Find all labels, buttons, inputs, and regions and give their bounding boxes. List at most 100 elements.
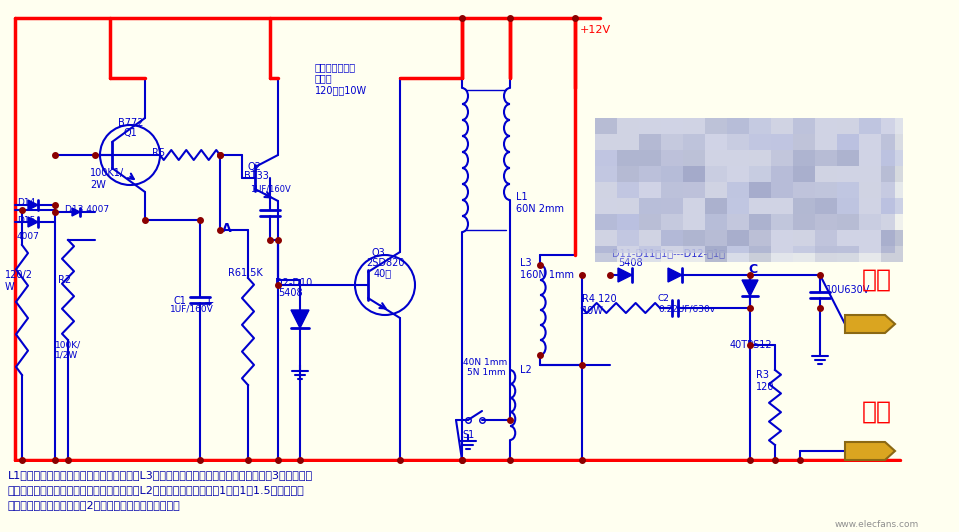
Text: C2
0.22UF/630v: C2 0.22UF/630v: [658, 294, 715, 313]
Text: www.elecfans.com: www.elecfans.com: [835, 520, 920, 529]
Bar: [859, 150, 881, 166]
Text: P2: P2: [853, 446, 871, 459]
Bar: [617, 198, 639, 214]
Bar: [793, 134, 815, 150]
Text: L1
60N 2mm: L1 60N 2mm: [516, 192, 564, 214]
Text: Q1: Q1: [123, 128, 137, 138]
Bar: [815, 246, 837, 262]
Text: 大都可以，一般取整层数，不一定取整倍数！L2反馈线圈，一般去初级1半的1到1.5倍，与变压: 大都可以，一般取整层数，不一定取整倍数！L2反馈线圈，一般去初级1半的1到1.5…: [8, 485, 305, 495]
Bar: [837, 246, 859, 262]
Bar: [771, 134, 793, 150]
Bar: [595, 150, 617, 166]
Bar: [793, 214, 815, 230]
Bar: [815, 150, 837, 166]
Text: 1UF/160V: 1UF/160V: [170, 305, 214, 314]
Bar: [749, 246, 771, 262]
Bar: [749, 118, 771, 134]
Polygon shape: [28, 217, 38, 227]
Text: 器的最外层，制作时可多留2个抽头，便于调试和高低档！: 器的最外层，制作时可多留2个抽头，便于调试和高低档！: [8, 500, 180, 510]
Bar: [639, 182, 661, 198]
Bar: [705, 150, 727, 166]
Bar: [749, 134, 771, 150]
Bar: [881, 166, 903, 182]
Bar: [859, 134, 881, 150]
Text: 5408: 5408: [278, 288, 303, 298]
Text: A: A: [222, 222, 232, 235]
Bar: [595, 198, 617, 214]
Text: C1: C1: [173, 296, 186, 306]
Bar: [793, 246, 815, 262]
Text: 40N 1mm: 40N 1mm: [463, 358, 507, 367]
Bar: [749, 166, 771, 182]
Bar: [771, 214, 793, 230]
Text: D14: D14: [17, 198, 35, 207]
Bar: [771, 150, 793, 166]
Bar: [881, 182, 903, 198]
Bar: [727, 166, 749, 182]
Bar: [859, 166, 881, 182]
Bar: [815, 182, 837, 198]
Bar: [683, 166, 705, 182]
Bar: [595, 230, 617, 246]
Bar: [595, 118, 617, 134]
Text: L1是变压器的初级，看变压器的功率而定，L3是变压器的次级就是高压部分，是初级的3倍，误差不: L1是变压器的初级，看变压器的功率而定，L3是变压器的次级就是高压部分，是初级的…: [8, 470, 314, 480]
Bar: [661, 166, 683, 182]
Bar: [837, 198, 859, 214]
Bar: [617, 246, 639, 262]
Text: 120/2
W: 120/2 W: [5, 270, 33, 292]
Bar: [617, 150, 639, 166]
Text: D2-D10: D2-D10: [275, 278, 313, 288]
Bar: [793, 118, 815, 134]
Text: S1: S1: [462, 430, 475, 440]
Bar: [617, 118, 639, 134]
Bar: [837, 134, 859, 150]
Bar: [793, 182, 815, 198]
Text: L3
160N 1mm: L3 160N 1mm: [520, 258, 574, 280]
Bar: [815, 134, 837, 150]
Bar: [661, 150, 683, 166]
Text: D11-D11（1）---D12-（1）: D11-D11（1）---D12-（1）: [612, 248, 725, 258]
Bar: [727, 134, 749, 150]
Bar: [749, 214, 771, 230]
Bar: [727, 182, 749, 198]
Bar: [881, 134, 903, 150]
Bar: [705, 134, 727, 150]
Bar: [881, 246, 903, 262]
Bar: [0, 462, 959, 532]
Bar: [771, 230, 793, 246]
Text: 网线: 网线: [862, 400, 892, 424]
Bar: [727, 118, 749, 134]
Bar: [859, 214, 881, 230]
Polygon shape: [668, 268, 682, 282]
Bar: [661, 198, 683, 214]
Bar: [661, 134, 683, 150]
Text: R5: R5: [152, 148, 165, 158]
Bar: [771, 198, 793, 214]
Bar: [859, 230, 881, 246]
Bar: [727, 230, 749, 246]
Bar: [771, 166, 793, 182]
Bar: [793, 166, 815, 182]
Bar: [815, 118, 837, 134]
Bar: [727, 198, 749, 214]
Bar: [815, 230, 837, 246]
Bar: [837, 166, 859, 182]
Text: +: +: [204, 296, 215, 309]
Bar: [881, 214, 903, 230]
Bar: [727, 246, 749, 262]
Bar: [705, 182, 727, 198]
Polygon shape: [618, 268, 632, 282]
Bar: [859, 198, 881, 214]
Bar: [683, 134, 705, 150]
Bar: [639, 134, 661, 150]
Bar: [705, 214, 727, 230]
Bar: [837, 118, 859, 134]
Text: L2: L2: [520, 365, 531, 375]
Bar: [683, 182, 705, 198]
Bar: [727, 214, 749, 230]
Bar: [683, 198, 705, 214]
Bar: [793, 150, 815, 166]
Bar: [639, 118, 661, 134]
Text: Q2: Q2: [248, 162, 262, 172]
Bar: [661, 118, 683, 134]
